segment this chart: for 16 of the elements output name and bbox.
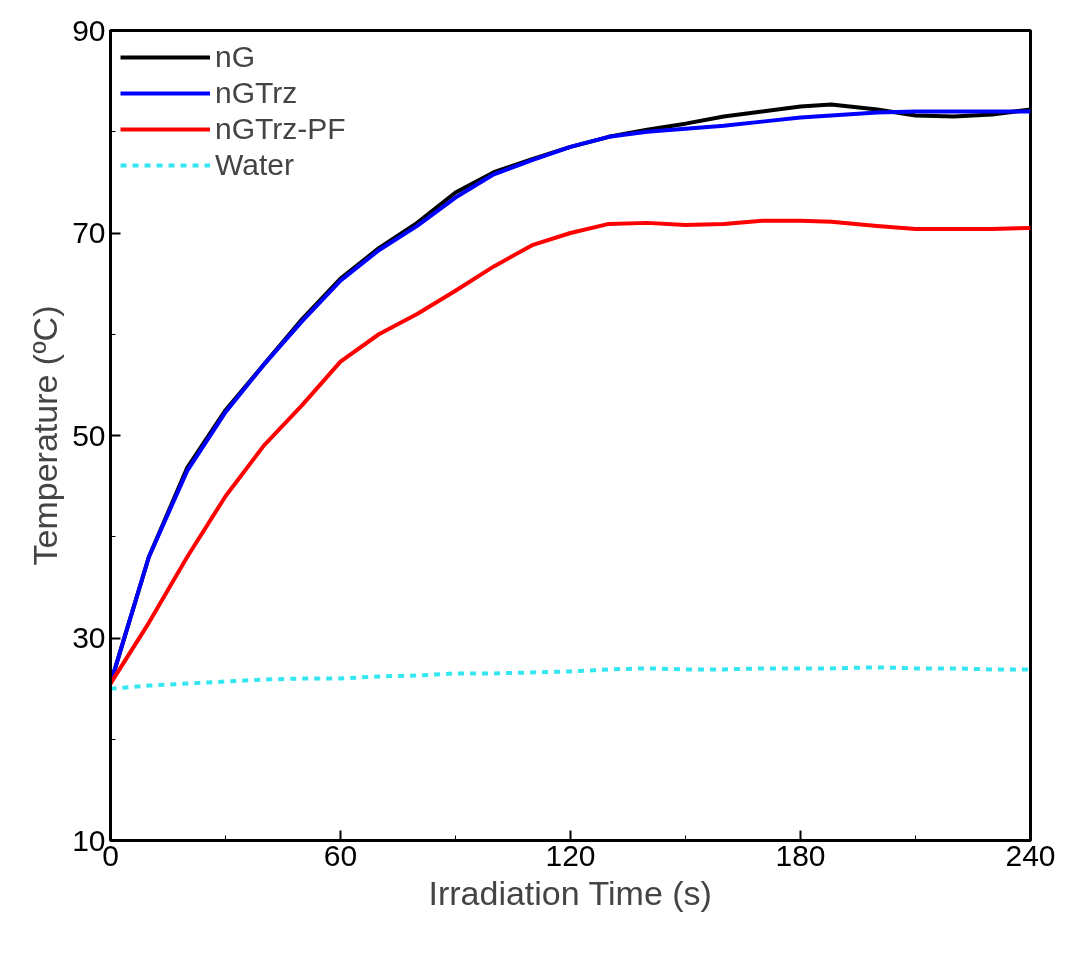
y-tick-label: 30 [72,621,106,654]
x-axis-title: Irradiation Time (s) [428,873,712,912]
line-series [110,665,1031,691]
y-tick-label: 70 [72,216,106,249]
legend-label: nGTrz [215,76,298,110]
y-tick-label: 50 [72,418,106,452]
y-axis-title: Temperature (ºC) [26,305,65,566]
legend-label: Water [215,148,294,182]
y-tick-label: 90 [72,13,106,47]
legend-label: nG [215,40,256,74]
x-tick-label: 120 [545,838,596,872]
legend-label: nGTrz-PF [215,112,346,146]
x-tick-label: 240 [1005,838,1056,872]
x-tick-label: 60 [323,838,358,872]
x-tick-label: 180 [775,838,826,872]
line-series [110,218,1031,686]
